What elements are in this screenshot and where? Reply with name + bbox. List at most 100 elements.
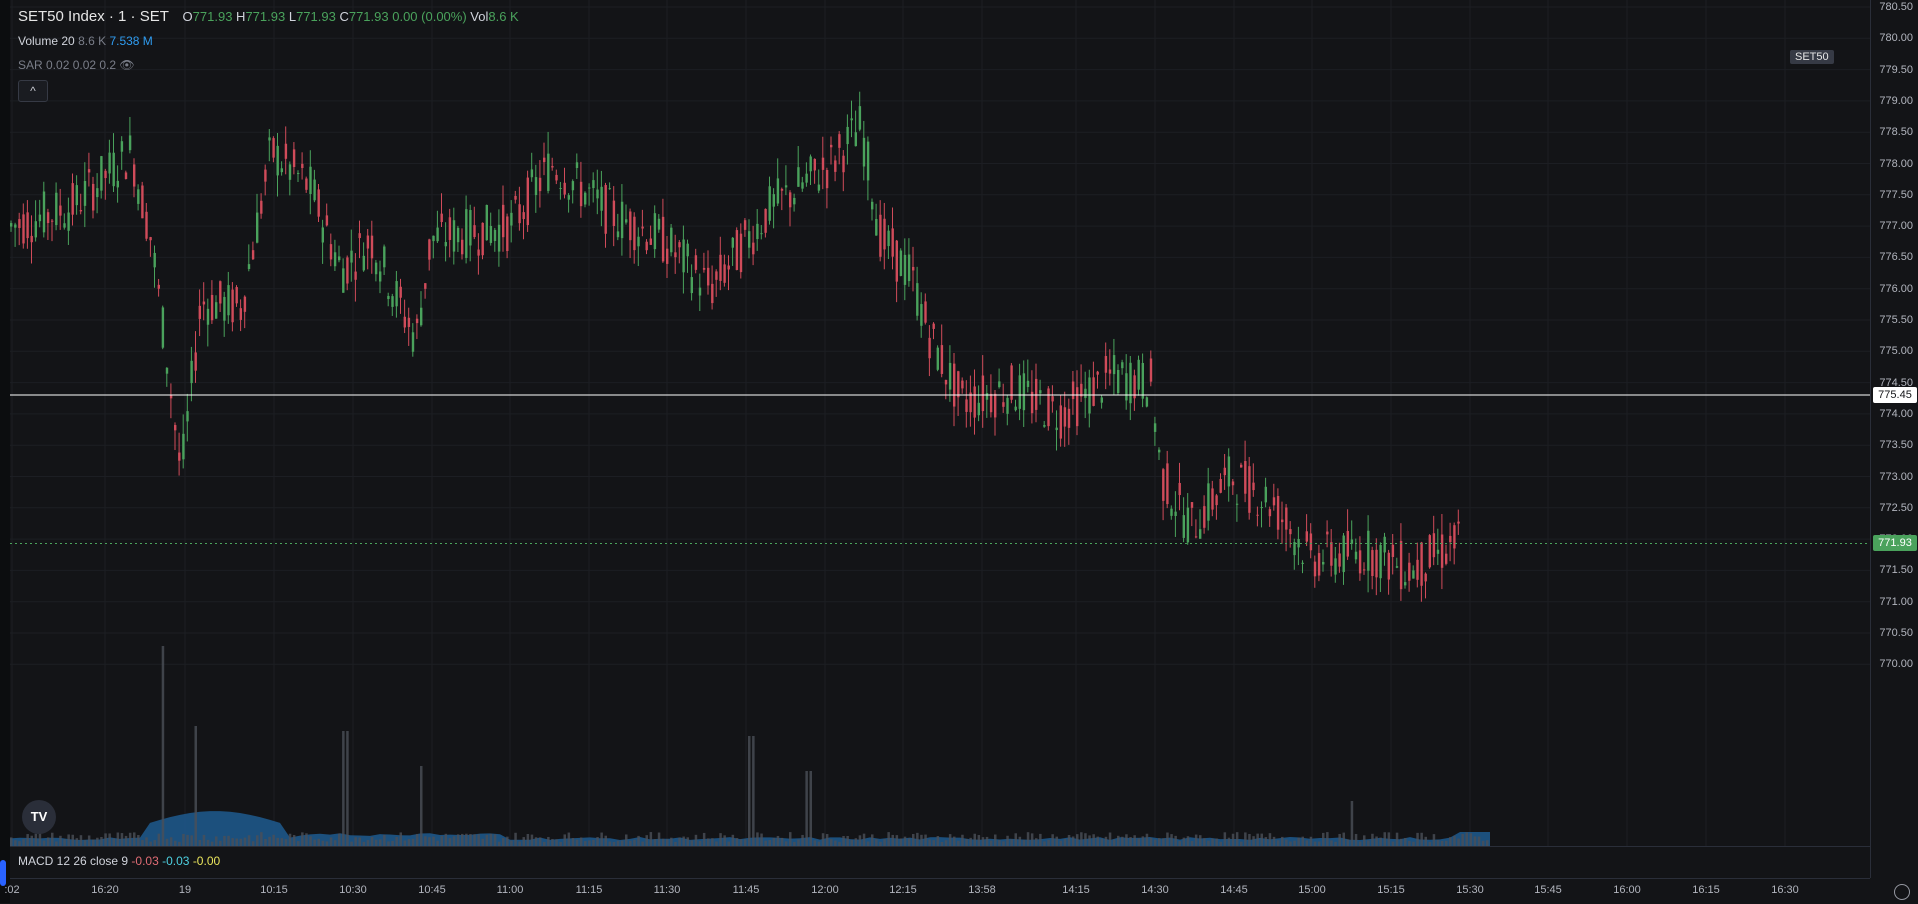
volume-bar <box>342 731 345 846</box>
volume-bar <box>153 840 156 846</box>
candle-body <box>227 285 230 316</box>
time-tick-label: 15:15 <box>1377 884 1405 896</box>
candle-body <box>1260 507 1263 509</box>
symbol-legend: SET50 Index · 1 · SET O771.93 H771.93 L7… <box>18 8 519 25</box>
candle-body <box>1162 469 1165 501</box>
volume-bar <box>510 840 513 846</box>
candle-body <box>133 164 136 187</box>
candle-body <box>731 237 734 248</box>
volume-bar <box>51 832 54 846</box>
volume-bar <box>1227 837 1231 846</box>
candle-body <box>251 250 255 260</box>
candle-body <box>186 411 189 422</box>
price-tick-label: 773.00 <box>1879 470 1913 483</box>
candle-body <box>34 221 37 238</box>
volume-bar <box>432 836 435 846</box>
candle-body <box>719 254 722 281</box>
candle-body <box>1420 542 1423 586</box>
volume-bar <box>149 841 152 846</box>
volume-bar <box>719 833 722 846</box>
candle-body <box>739 233 743 273</box>
volume-bar <box>1129 837 1132 846</box>
macd-legend[interactable]: MACD 12 26 close 9 -0.03 -0.03 -0.00 <box>18 854 221 868</box>
volume-bar <box>374 839 378 846</box>
price-tick-label: 779.50 <box>1879 63 1913 76</box>
candle-body <box>588 187 591 189</box>
candle-body <box>1309 533 1313 551</box>
pane-resize-handle[interactable] <box>0 860 6 886</box>
price-chart-pane[interactable] <box>10 0 1870 846</box>
candle-body <box>805 173 808 183</box>
candle-body <box>1399 540 1403 590</box>
price-axis[interactable]: 780.50 780.00 779.50 779.00 778.50 778.00 777.… <box>1870 0 1918 878</box>
candle-body <box>1440 534 1444 568</box>
candle-body <box>1051 396 1054 402</box>
candle-body <box>1256 514 1259 516</box>
symbol-title[interactable]: SET50 Index · 1 · SET <box>18 8 169 25</box>
volume-bar <box>756 832 759 846</box>
candle-body <box>1084 388 1087 398</box>
candle-body <box>1412 570 1415 579</box>
candlestick-chart[interactable] <box>10 0 1870 846</box>
volume-bar <box>1416 832 1419 846</box>
candle-body <box>342 268 345 293</box>
candle-body <box>1026 380 1030 387</box>
sar-legend[interactable]: SAR 0.02 0.02 0.2 👁 <box>18 58 135 72</box>
volume-bar <box>1449 837 1452 846</box>
volume-bar <box>18 841 21 846</box>
candle-body <box>1006 397 1009 414</box>
volume-bar <box>944 840 948 846</box>
candle-body <box>465 209 468 258</box>
candle-body <box>1059 405 1062 439</box>
volume-bar <box>1445 840 1448 846</box>
volume-bar <box>1121 836 1124 846</box>
volume-bar <box>731 834 735 846</box>
volume-bar <box>588 840 591 846</box>
settings-icon[interactable] <box>1894 884 1910 900</box>
candle-body <box>981 375 985 412</box>
candle-body <box>473 225 476 238</box>
candle-body <box>120 141 124 152</box>
volume-bar <box>1461 833 1464 846</box>
volume-legend[interactable]: Volume 20 8.6 K 7.538 M <box>18 34 153 48</box>
candle-body <box>436 227 439 242</box>
candle-body <box>1137 359 1140 390</box>
volume-bar <box>1281 836 1284 846</box>
candle-body <box>46 212 50 224</box>
tradingview-logo-icon[interactable]: TV <box>22 800 56 834</box>
eye-hidden-icon[interactable]: 👁 <box>119 58 135 72</box>
candle-body <box>871 201 874 210</box>
volume-bar <box>219 840 222 846</box>
candle-body <box>165 367 169 374</box>
volume-bar <box>297 841 300 846</box>
volume-bar <box>284 839 288 846</box>
candle-body <box>71 183 74 215</box>
volume-bar <box>366 840 370 846</box>
volume-bar <box>178 841 181 846</box>
candle-body <box>514 195 517 200</box>
candle-body <box>1080 383 1083 397</box>
volume-bar <box>895 835 899 846</box>
candle-body <box>243 296 247 312</box>
volume-bar <box>616 840 620 846</box>
candle-body <box>936 347 939 370</box>
macd-pane[interactable]: MACD 12 26 close 9 -0.03 -0.03 -0.00 <box>10 846 1870 879</box>
candle-body <box>518 204 521 224</box>
volume-bar <box>1301 836 1304 846</box>
candle-body <box>551 166 554 168</box>
volume-bar <box>1071 836 1075 846</box>
volume-bar <box>973 833 976 846</box>
time-tick-label: 16:20 <box>91 884 119 896</box>
volume-bar <box>1215 838 1218 846</box>
collapse-legend-button[interactable]: ^ <box>18 80 48 102</box>
volume-bar <box>30 835 33 846</box>
candle-body <box>789 192 792 208</box>
volume-bar <box>608 841 612 846</box>
candle-body <box>657 218 661 230</box>
candle-body <box>1297 539 1300 548</box>
time-tick-label: 16:15 <box>1692 884 1720 896</box>
time-axis[interactable]: :02 16:20 19 10:15 10:30 10:45 11:00 11:15 11:30… <box>4 878 1870 904</box>
candle-body <box>432 235 435 242</box>
volume-bar <box>1346 839 1350 846</box>
volume-bar <box>137 835 140 846</box>
